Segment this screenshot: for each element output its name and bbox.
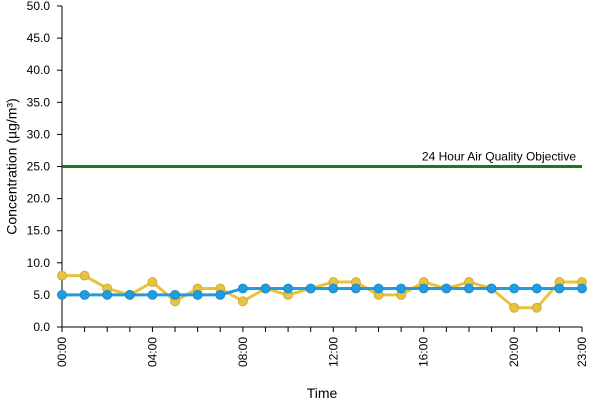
series-2-point	[57, 289, 67, 300]
series-2-point	[192, 289, 203, 300]
y-tick-label: 30.0	[27, 127, 51, 141]
series-2-point	[554, 283, 565, 294]
x-tick-label: 00:00	[55, 337, 69, 367]
x-axis-title: Time	[307, 385, 338, 400]
x-tick-label: 23:00	[575, 337, 589, 367]
series-2-point	[237, 283, 248, 294]
series-1-point	[147, 277, 158, 287]
series-2-point	[509, 283, 520, 294]
y-tick-label: 0.0	[33, 320, 50, 334]
series-2-point	[283, 283, 293, 294]
series-2-point	[577, 283, 587, 294]
series-1-point	[509, 302, 520, 313]
y-axis-title: Concentration (µg/m³)	[4, 98, 20, 234]
x-tick-label: 16:00	[417, 337, 431, 367]
series-2-point	[486, 283, 497, 294]
y-tick-label: 15.0	[27, 224, 51, 238]
y-tick-label: 50.0	[27, 0, 51, 13]
y-axis-ticks: 0.0 5.0 10.0 15.0 20.0 25.0 30.0 35.0 40.0 45.0 50…	[27, 0, 62, 334]
series-2-point	[373, 283, 384, 294]
series-1-point	[237, 296, 248, 307]
y-tick-label: 10.0	[27, 256, 51, 270]
series-2-point	[124, 289, 135, 300]
y-tick-label: 25.0	[27, 160, 51, 174]
x-axis-ticks: 00:00 04:00 08:00 12:00 16:00 20:00 23:00	[55, 327, 589, 367]
series-2-point	[396, 283, 407, 294]
series-2-point	[147, 289, 158, 300]
x-tick-label: 20:00	[507, 337, 521, 367]
series-2-point	[260, 283, 271, 294]
series-1-line	[62, 274, 582, 310]
series-2-point	[305, 283, 316, 294]
series-2-point	[170, 289, 180, 300]
series-2-point	[102, 289, 113, 300]
series-2-point	[328, 283, 339, 294]
series-2-point	[418, 283, 429, 294]
x-tick-label: 08:00	[236, 337, 250, 367]
series-2-point	[441, 283, 452, 294]
series-2-point	[351, 283, 361, 294]
y-tick-label: 45.0	[27, 31, 51, 45]
series-layer	[57, 270, 587, 313]
air-quality-objective-label: 24 Hour Air Quality Objective	[422, 150, 576, 164]
series-2-point	[464, 283, 474, 294]
x-tick-label: 12:00	[326, 337, 340, 367]
y-tick-label: 20.0	[27, 192, 51, 206]
series-1-point	[57, 270, 67, 281]
series-1-point	[79, 270, 90, 281]
y-tick-label: 35.0	[27, 95, 51, 109]
series-2-point	[215, 289, 226, 300]
series-2-point	[79, 289, 90, 300]
series-1-point	[531, 302, 542, 313]
series-2-point	[531, 283, 542, 294]
y-tick-label: 40.0	[27, 63, 51, 77]
y-tick-label: 5.0	[33, 288, 50, 302]
x-tick-label: 04:00	[145, 337, 159, 367]
